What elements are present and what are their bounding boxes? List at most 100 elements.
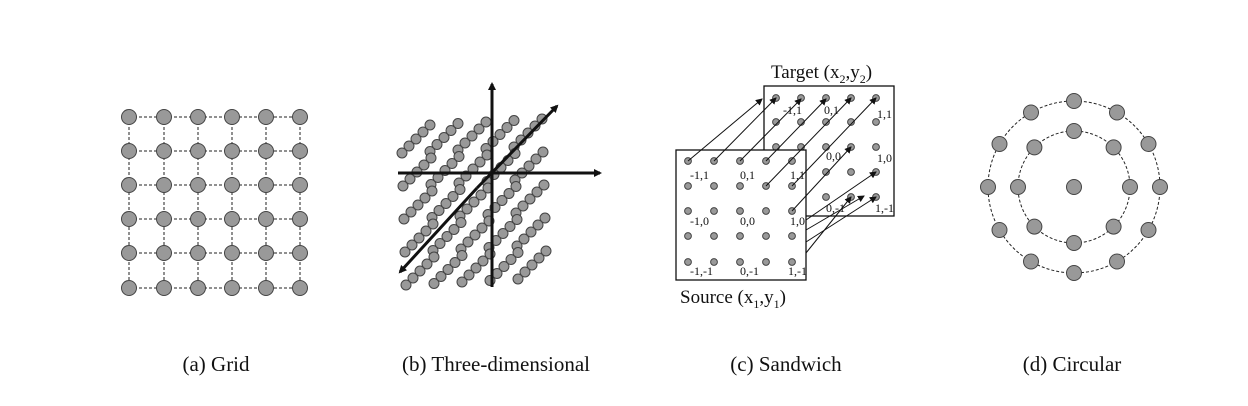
cube-node: [504, 221, 516, 232]
grid-node: [224, 143, 240, 159]
grid-node: [292, 245, 308, 261]
cube-node: [475, 189, 487, 201]
cube-node: [452, 118, 464, 129]
cube-node: [463, 269, 475, 281]
cube-node: [525, 226, 537, 238]
cube-node: [474, 156, 486, 168]
outer-ring-node: [1023, 253, 1039, 270]
cube-node: [445, 125, 457, 136]
cube-node: [469, 229, 481, 241]
coord-labels: -1,1 0,1 1,1 0,0 1,0 0,-1 1,-1 -1,1 0,1 1,1 -1,0 0,…: [690, 103, 894, 278]
coord-label: 0,-1: [740, 264, 759, 278]
cube-node: [431, 139, 443, 150]
grid-node: [121, 177, 137, 193]
cube-node: [417, 126, 429, 138]
grid-node: [121, 143, 137, 159]
cube-node: [537, 146, 549, 158]
cube-node: [426, 185, 438, 197]
inner-ring-node: [1026, 139, 1043, 156]
z-axis-arrow: [475, 104, 559, 190]
circular-topology: [980, 93, 1168, 281]
coord-label: 0,0: [740, 214, 755, 228]
cube-node: [461, 203, 473, 215]
cube-node: [419, 192, 431, 204]
cube-node: [428, 251, 440, 263]
coord-label: 0,-1: [826, 201, 845, 215]
cube-node: [533, 252, 545, 264]
cube-node: [531, 186, 543, 198]
cube-node: [412, 199, 424, 211]
outer-ring-node: [991, 136, 1008, 152]
grid-node: [258, 109, 274, 125]
cube-node: [405, 206, 417, 218]
cube-node: [421, 258, 433, 270]
grid-node: [156, 280, 172, 296]
cube-node: [477, 255, 489, 267]
cube-node: [526, 259, 538, 271]
cube-node: [420, 225, 432, 237]
source-node: [736, 207, 744, 215]
grid-node: [258, 143, 274, 159]
source-node: [684, 258, 692, 266]
cube-node: [424, 119, 436, 131]
cube-node: [518, 233, 530, 245]
grid-node: [292, 177, 308, 193]
coord-label: 0,1: [824, 103, 839, 117]
caption-three-dimensional: (b) Three-dimensional: [402, 352, 590, 376]
cube-node: [476, 222, 488, 234]
outer-ring-node: [1066, 265, 1082, 281]
target-node: [847, 118, 855, 126]
cube-node: [397, 180, 409, 192]
mapping-arrow: [791, 146, 852, 212]
inner-ring-node: [1105, 218, 1122, 235]
cube-node: [505, 254, 517, 265]
coord-label: -1,1: [690, 168, 709, 182]
cube-node: [400, 279, 412, 291]
cube-node: [522, 127, 534, 139]
cube-node: [540, 245, 552, 257]
cube-node: [480, 116, 492, 128]
coord-label: 1,1: [877, 107, 892, 121]
mapping-arrow: [805, 195, 865, 231]
cube-node: [453, 151, 465, 162]
cube-node: [512, 273, 524, 285]
grid-node: [190, 280, 206, 296]
coord-label: 0,0: [826, 149, 841, 163]
cube-node: [510, 181, 522, 192]
caption-grid: (a) Grid: [182, 352, 250, 376]
cube-node: [434, 238, 446, 249]
grid-node: [156, 245, 172, 261]
cube-node: [532, 219, 544, 231]
coord-label: 1,1: [790, 168, 805, 182]
cube-node: [427, 218, 439, 230]
cube-node: [494, 129, 506, 140]
cube-node: [529, 120, 541, 132]
grid-node: [292, 143, 308, 159]
grid-node: [156, 211, 172, 227]
outer-ring-node: [1140, 222, 1157, 238]
cube-node: [447, 191, 459, 202]
coord-label: -1,-1: [690, 264, 713, 278]
mapping-arrow: [687, 98, 763, 162]
grid-node: [121, 109, 137, 125]
coord-label: 1,-1: [788, 264, 807, 278]
caption-circular: (d) Circular: [1022, 352, 1122, 376]
source-node: [736, 258, 744, 266]
cube-node: [517, 200, 529, 212]
grid-node: [258, 211, 274, 227]
cube-node: [473, 123, 485, 135]
cube-node: [441, 231, 453, 242]
grid-node: [190, 211, 206, 227]
cube-node: [539, 212, 551, 224]
cube-node: [438, 132, 450, 143]
source-node: [762, 207, 770, 215]
cube-node: [399, 246, 411, 258]
cube-node: [503, 188, 515, 199]
cube-node: [508, 115, 520, 126]
cube-node: [456, 250, 468, 261]
outer-ring-node: [1066, 93, 1082, 109]
grid-node: [258, 245, 274, 261]
cube-node: [428, 278, 440, 289]
cube-node: [403, 140, 415, 152]
inner-ring-node: [1066, 123, 1082, 139]
